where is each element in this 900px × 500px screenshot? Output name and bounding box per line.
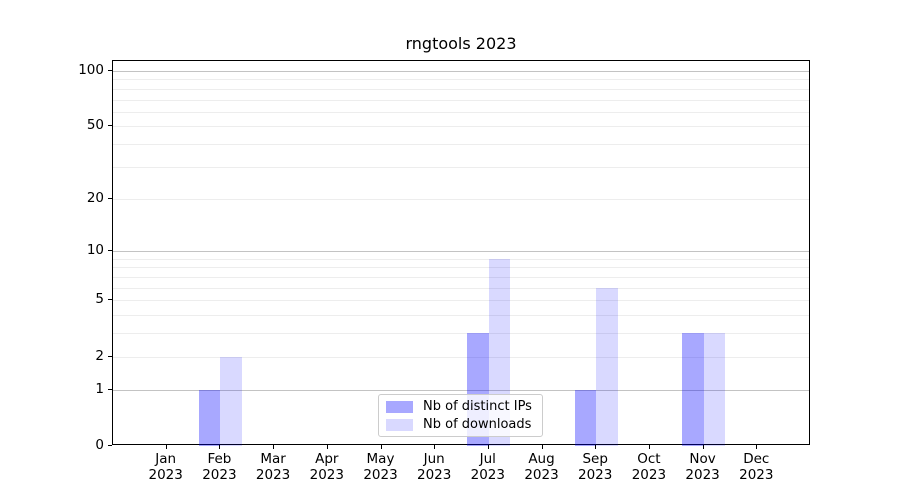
y-tick-mark	[108, 250, 112, 252]
x-tick-label-line: Dec	[743, 451, 770, 467]
x-tick-label: May 2023	[349, 451, 413, 483]
x-tick-mark	[219, 445, 221, 449]
y-tick-label: 1	[95, 380, 104, 397]
gridline-minor	[113, 198, 809, 200]
x-tick-mark	[326, 445, 328, 449]
gridline-minor	[113, 356, 809, 358]
x-tick-mark	[541, 445, 543, 449]
x-tick-mark	[380, 445, 382, 449]
x-tick-label-line: Apr	[315, 451, 339, 467]
y-tick-mark	[108, 299, 112, 301]
x-tick-label-line: 2023	[363, 467, 398, 483]
x-tick-label: Dec 2023	[724, 451, 788, 483]
x-tick-mark	[165, 445, 167, 449]
gridline-major	[113, 251, 809, 253]
gridline-minor	[113, 126, 809, 128]
x-tick-mark	[273, 445, 275, 449]
gridline-minor	[113, 333, 809, 335]
x-tick-label-line: Jan	[155, 451, 177, 467]
x-tick-mark	[648, 445, 650, 449]
x-tick-label-line: Sep	[582, 451, 608, 467]
y-tick-label: 50	[86, 117, 104, 134]
x-tick-label: Jan 2023	[134, 451, 198, 483]
x-tick-label-line: 2023	[148, 467, 183, 483]
x-tick-label: Jul 2023	[456, 451, 520, 483]
x-tick-label-line: Jun	[423, 451, 445, 467]
gridline-minor	[113, 277, 809, 278]
x-tick-mark	[756, 445, 758, 449]
x-tick-mark	[702, 445, 704, 449]
x-tick-label: Nov 2023	[671, 451, 735, 483]
x-tick-label-line: 2023	[309, 467, 344, 483]
bar	[703, 333, 726, 446]
gridline-minor	[113, 258, 809, 260]
y-tick-label: 2	[95, 347, 104, 364]
y-tick-label: 0	[95, 437, 104, 453]
x-tick-label-line: Mar	[260, 451, 286, 467]
x-tick-label-line: 2023	[417, 467, 452, 483]
legend-item-downloads: Nb of downloads	[386, 416, 535, 433]
bar	[596, 287, 618, 446]
legend-swatch-distinct-ips-icon	[386, 400, 413, 413]
x-tick-label-line: Feb	[207, 451, 232, 467]
y-tick-mark	[108, 69, 112, 71]
x-tick-label-line: 2023	[470, 467, 505, 483]
x-tick-label: Oct 2023	[617, 451, 681, 483]
y-tick-label: 10	[86, 242, 104, 259]
x-tick-label-line: Oct	[637, 451, 661, 467]
x-tick-label-line: May	[366, 451, 395, 467]
gridline-minor	[113, 315, 809, 317]
legend-item-distinct-ips: Nb of distinct IPs	[386, 398, 535, 415]
gridline-minor	[113, 99, 809, 101]
x-tick-label-line: 2023	[739, 467, 774, 483]
gridline-minor	[113, 111, 809, 113]
x-tick-label-line: Jul	[479, 451, 496, 467]
legend-label-downloads: Nb of downloads	[423, 417, 532, 432]
bar	[198, 389, 221, 446]
y-tick-label: 20	[86, 189, 104, 206]
y-tick-mark	[108, 355, 112, 357]
x-tick-mark	[595, 445, 597, 449]
legend-label-distinct-ips: Nb of distinct IPs	[423, 399, 532, 414]
gridline-minor	[113, 166, 809, 168]
bar	[682, 333, 704, 446]
bar	[220, 356, 242, 446]
x-tick-label-line: 2023	[524, 467, 559, 483]
plot-area	[112, 60, 810, 446]
gridline-minor	[113, 300, 809, 302]
x-tick-label: Aug 2023	[510, 451, 574, 483]
x-tick-label-line: 2023	[202, 467, 237, 483]
x-tick-label: Jun 2023	[402, 451, 466, 483]
y-tick-mark	[108, 445, 112, 446]
gridline-minor	[113, 287, 809, 289]
gridline-major	[113, 389, 809, 391]
x-tick-label-line: Aug	[528, 451, 555, 467]
x-tick-label: Feb 2023	[187, 451, 251, 483]
x-tick-label-line: 2023	[685, 467, 720, 483]
gridline-minor	[113, 79, 809, 81]
y-tick-label: 5	[95, 291, 104, 308]
y-tick-mark	[108, 388, 112, 390]
y-tick-mark	[108, 125, 112, 127]
legend: Nb of distinct IPs Nb of downloads	[378, 394, 543, 437]
x-tick-label-line: 2023	[631, 467, 667, 483]
x-tick-label-line: Nov	[689, 451, 716, 467]
x-tick-mark	[434, 445, 436, 449]
x-tick-label: Sep 2023	[563, 451, 627, 483]
y-tick-label: 100	[78, 61, 104, 78]
x-tick-label-line: 2023	[578, 467, 613, 483]
chart-title: rngtools 2023	[405, 34, 517, 53]
bar	[574, 389, 597, 446]
gridline-major	[113, 70, 809, 72]
x-tick-label: Apr 2023	[295, 451, 359, 483]
x-tick-label-line: 2023	[255, 467, 291, 483]
x-tick-mark	[487, 445, 489, 449]
y-tick-mark	[108, 197, 112, 199]
x-tick-label: Mar 2023	[241, 451, 305, 483]
legend-swatch-downloads-icon	[386, 418, 413, 431]
gridline-minor	[113, 267, 809, 269]
gridline-minor	[113, 88, 809, 90]
gridline-minor	[113, 144, 809, 146]
